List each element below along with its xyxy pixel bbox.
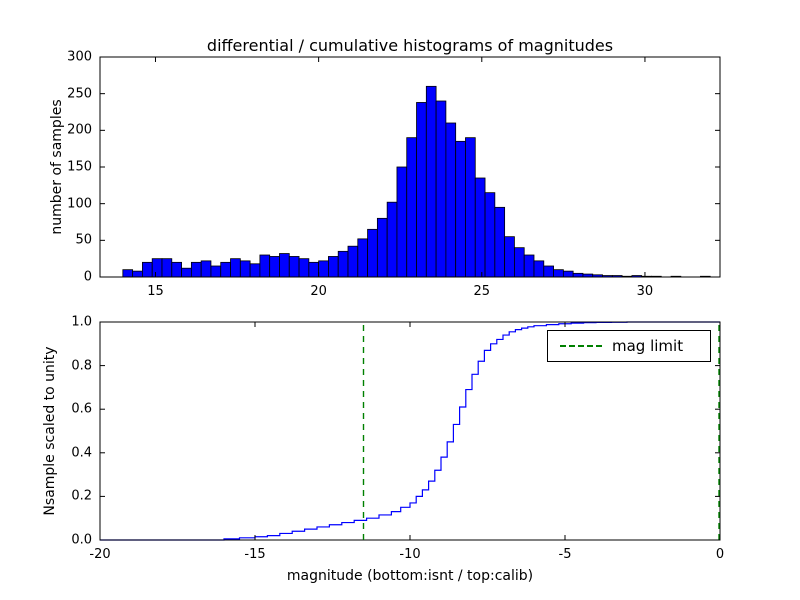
y-tick-label: 50 <box>75 232 92 248</box>
histogram-bar <box>328 256 339 278</box>
histogram-bar <box>543 265 554 278</box>
histogram-bar <box>279 253 290 278</box>
histogram-bar <box>572 272 584 278</box>
histogram-bar <box>239 260 251 278</box>
histogram-bar <box>230 258 241 278</box>
y-tick-label: 0.2 <box>71 488 92 504</box>
y-tick-label: 0.4 <box>71 445 92 461</box>
x-tick-label: 15 <box>147 284 164 299</box>
histogram-bar <box>142 261 153 278</box>
histogram-bar <box>406 137 417 278</box>
x-tick-label: -10 <box>399 547 421 562</box>
y-tick-label: 1.0 <box>71 314 92 330</box>
histogram-bar <box>132 270 143 278</box>
histogram-bar <box>181 267 192 278</box>
histogram-bar <box>553 269 564 278</box>
histogram-bar <box>298 258 310 278</box>
x-tick-label: -15 <box>244 547 266 562</box>
histogram-bar <box>474 177 486 278</box>
histogram-bar <box>425 85 437 278</box>
histogram-bar <box>357 238 368 278</box>
histogram-bar <box>367 228 378 278</box>
y-tick-label: 0.8 <box>71 358 92 374</box>
x-tick-label: 30 <box>636 284 654 299</box>
histogram-bar <box>220 261 231 278</box>
histogram-bar <box>171 261 182 278</box>
histogram-bar <box>484 192 496 278</box>
histogram-bar <box>562 270 574 278</box>
histogram-bar <box>376 217 388 278</box>
x-tick-label: 20 <box>310 284 327 299</box>
dashed-line-sample-icon <box>560 345 602 347</box>
histogram-bar <box>259 254 271 278</box>
cumulative-step-line <box>100 321 720 541</box>
histogram-bar <box>504 236 515 278</box>
legend: mag limit <box>547 330 711 362</box>
legend-label: mag limit <box>612 337 684 355</box>
histogram-bar <box>210 265 222 278</box>
histogram-bar <box>416 102 427 278</box>
x-tick-label: -20 <box>89 547 111 562</box>
histogram-bar <box>161 258 173 278</box>
histogram-bar <box>347 245 359 278</box>
histogram-bar <box>396 166 408 278</box>
histogram-bar <box>386 201 398 278</box>
y-tick-label: 100 <box>67 196 92 212</box>
histogram-bar <box>122 269 134 278</box>
chart-title: differential / cumulative histograms of … <box>206 36 614 55</box>
x-tick-label: 0 <box>715 547 725 562</box>
histogram-bar <box>533 260 545 278</box>
histogram-bar <box>514 247 525 278</box>
y-tick-label: 0.0 <box>71 532 92 548</box>
histogram-bar <box>190 261 202 278</box>
y-tick-label: 0 <box>83 269 92 285</box>
y-tick-label: 300 <box>67 49 92 65</box>
histogram-bar <box>288 256 300 278</box>
histogram-bar <box>337 250 349 278</box>
histogram-bar <box>435 100 447 278</box>
histogram-bar <box>523 254 535 278</box>
histogram-bar <box>308 261 320 278</box>
x-tick-label: 25 <box>473 284 491 299</box>
x-tick-label: -5 <box>558 547 572 562</box>
histogram-bar <box>455 140 466 278</box>
bottom-x-axis-label: magnitude (bottom:isnt / top:calib) <box>286 568 534 584</box>
histogram-bar <box>318 260 329 278</box>
y-tick-label: 250 <box>67 86 92 102</box>
y-tick-label: 200 <box>67 122 92 138</box>
histogram-bar <box>494 206 506 278</box>
histogram-bar <box>249 263 261 278</box>
y-tick-label: 150 <box>67 159 92 175</box>
histogram-bar <box>200 260 212 278</box>
histogram-bar <box>269 256 280 278</box>
y-tick-label: 0.6 <box>71 401 92 417</box>
histogram-bar <box>151 258 163 278</box>
histogram-bar <box>445 122 457 278</box>
histogram-bar <box>465 137 476 278</box>
